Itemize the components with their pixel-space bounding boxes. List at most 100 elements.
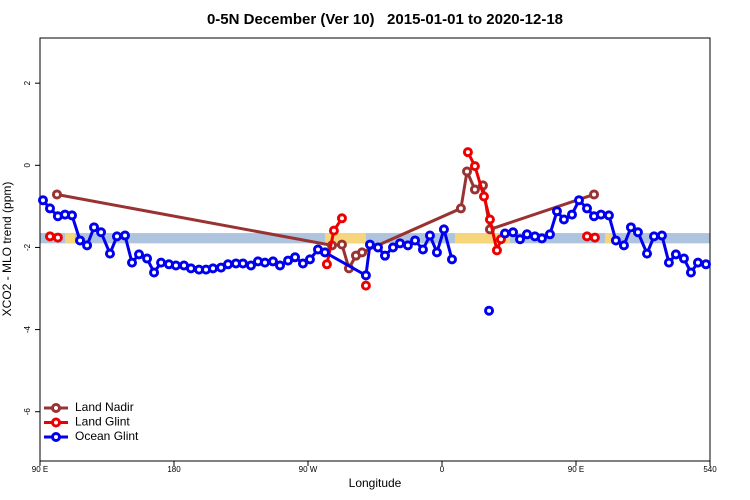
- data-point: [484, 305, 495, 316]
- data-point: [515, 234, 526, 245]
- highlight-span: [324, 233, 366, 244]
- data-point: [208, 263, 219, 274]
- data-point: [438, 224, 449, 235]
- data-point: [596, 209, 607, 220]
- data-point: [499, 228, 510, 239]
- data-point: [603, 210, 614, 221]
- data-point: [170, 260, 181, 271]
- data-point: [134, 249, 145, 260]
- data-point: [185, 263, 196, 274]
- data-point: [127, 257, 138, 268]
- legend-label: Land Nadir: [75, 400, 134, 414]
- data-point: [379, 250, 390, 261]
- data-point: [395, 238, 406, 249]
- data-point: [431, 247, 442, 258]
- data-point: [290, 252, 301, 263]
- data-point: [156, 257, 167, 268]
- reference-band: [40, 233, 710, 244]
- data-point: [328, 225, 339, 236]
- data-point: [536, 233, 547, 244]
- legend-label: Ocean Glint: [75, 429, 139, 443]
- data-point: [478, 191, 489, 202]
- data-point: [120, 230, 131, 241]
- data-point: [469, 184, 480, 195]
- legend-label: Land Glint: [75, 415, 130, 429]
- data-point: [610, 235, 621, 246]
- data-point: [625, 222, 636, 233]
- x-tick-label: 0: [440, 465, 445, 474]
- data-point: [685, 267, 696, 278]
- data-point: [469, 161, 480, 172]
- y-tick-label: -4: [23, 325, 32, 333]
- data-point: [245, 260, 256, 271]
- highlight-span: [454, 233, 511, 244]
- data-point: [82, 240, 93, 251]
- data-point: [223, 259, 234, 270]
- data-point: [268, 256, 279, 267]
- data-point: [484, 214, 495, 225]
- data-point: [275, 260, 286, 271]
- data-point: [44, 231, 55, 242]
- y-tick-label: -6: [23, 408, 32, 416]
- data-point: [589, 189, 600, 200]
- data-point: [618, 240, 629, 251]
- data-point: [522, 229, 533, 240]
- data-point: [360, 270, 371, 281]
- data-point: [37, 195, 48, 206]
- data-point: [259, 257, 270, 268]
- data-point: [104, 248, 115, 259]
- data-point: [237, 258, 248, 269]
- legend-marker: [51, 403, 61, 413]
- data-point: [336, 213, 347, 224]
- data-point: [149, 267, 160, 278]
- data-point: [417, 244, 428, 255]
- data-point: [364, 239, 375, 250]
- data-point: [96, 227, 107, 238]
- data-point: [649, 231, 660, 242]
- data-point: [304, 254, 315, 265]
- chart-title: 0-5N December (Ver 10) 2015-01-01 to 202…: [207, 11, 563, 28]
- data-point: [678, 253, 689, 264]
- data-point: [321, 259, 332, 270]
- data-point: [656, 230, 667, 241]
- data-point: [402, 240, 413, 251]
- data-point: [319, 247, 330, 258]
- data-point: [663, 257, 674, 268]
- data-point: [388, 242, 399, 253]
- data-point: [89, 222, 100, 233]
- x-tick-label: 90 E: [568, 465, 584, 474]
- data-point: [142, 253, 153, 264]
- data-point: [573, 195, 584, 206]
- data-point: [508, 227, 519, 238]
- data-point: [410, 235, 421, 246]
- data-point: [44, 203, 55, 214]
- highlight-span: [65, 233, 75, 244]
- data-point: [462, 147, 473, 158]
- data-point: [360, 280, 371, 291]
- data-point: [700, 259, 711, 270]
- highlight-span: [605, 233, 613, 244]
- data-point: [491, 245, 502, 256]
- data-point: [52, 232, 63, 243]
- data-point: [558, 214, 569, 225]
- data-point: [670, 249, 681, 260]
- y-tick-label: 2: [23, 80, 32, 85]
- x-tick-label: 90 W: [299, 465, 318, 474]
- x-axis-label: Longitude: [349, 476, 402, 490]
- data-point: [75, 235, 86, 246]
- data-point: [544, 229, 555, 240]
- x-tick-label: 90 E: [32, 465, 48, 474]
- data-point: [582, 203, 593, 214]
- data-point: [446, 254, 457, 265]
- legend-marker: [51, 417, 61, 428]
- x-tick-label: 180: [167, 465, 181, 474]
- data-point: [111, 231, 122, 242]
- y-axis-label: XCO2 - MLO trend (ppm): [0, 182, 14, 317]
- data-point: [67, 210, 78, 221]
- x-tick-label: 540: [703, 465, 717, 474]
- y-tick-label: -2: [23, 243, 32, 251]
- data-point: [589, 232, 600, 243]
- data-point: [372, 242, 383, 253]
- data-point: [357, 247, 368, 258]
